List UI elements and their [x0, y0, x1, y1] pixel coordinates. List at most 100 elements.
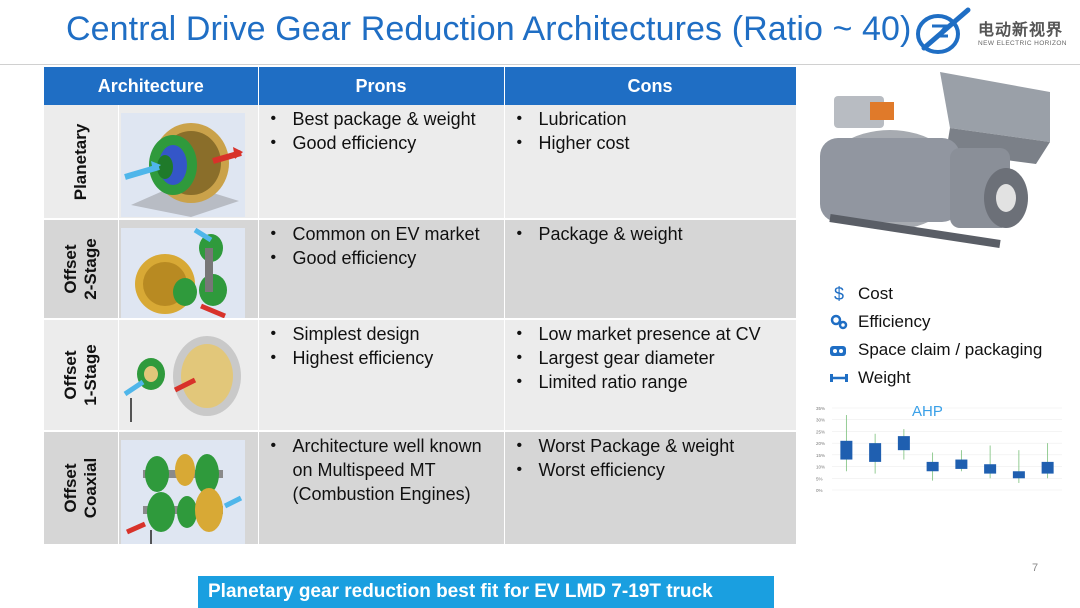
planetary-gear-illustration [120, 113, 245, 217]
y-tick-label: 0% [816, 488, 823, 493]
list-item: Good efficiency [267, 131, 496, 155]
pros-list: Common on EV market Good efficiency [259, 220, 504, 270]
row-image-cell [118, 105, 259, 220]
chart-title: AHP [912, 403, 943, 420]
y-tick-label: 5% [816, 476, 823, 481]
legend-item-cost: $ Cost [826, 280, 1076, 308]
cons-cell: Low market presence at CV Largest gear d… [504, 319, 797, 432]
legend-label: Efficiency [858, 312, 931, 331]
row-label-cell: Offset 2-Stage [44, 219, 119, 320]
logo: 电动新视界 NEW ELECTRIC HORIZON [912, 4, 1078, 62]
row-label: Offset Coaxial [61, 458, 101, 518]
row-label-cell: Offset Coaxial [44, 431, 119, 546]
box-mark [897, 436, 910, 451]
table-row-offset-coaxial: Offset Coaxial [44, 431, 797, 546]
header-pros: Prons [258, 67, 505, 105]
offset-1-stage-gear-illustration [120, 328, 245, 428]
motor-photo [800, 68, 1058, 264]
list-item: Lubrication [513, 107, 788, 131]
header-cons: Cons [504, 67, 797, 105]
box-mark [955, 459, 968, 469]
legend-item-efficiency: Efficiency [826, 308, 1076, 336]
logo-mark-icon [916, 7, 971, 54]
slide-title: Central Drive Gear Reduction Architectur… [66, 10, 912, 48]
cons-list: Package & weight [505, 220, 796, 246]
architecture-table: Architecture Prons Cons Planetary [44, 67, 797, 546]
y-tick-label: 20% [816, 441, 825, 446]
row-label: Offset 2-Stage [61, 238, 101, 299]
pros-cell: Architecture well known on Multispeed MT… [258, 431, 505, 546]
box-mark [926, 461, 939, 472]
list-item: Higher cost [513, 131, 788, 155]
table-header-row: Architecture Prons Cons [44, 67, 797, 105]
pros-cell: Best package & weight Good efficiency [258, 105, 505, 220]
cons-list: Lubrication Higher cost [505, 105, 796, 155]
cons-cell: Worst Package & weight Worst efficiency [504, 431, 797, 546]
gears-icon [826, 311, 852, 333]
box-icon [826, 339, 852, 361]
row-image-cell [118, 431, 259, 546]
pros-cell: Common on EV market Good efficiency [258, 219, 505, 320]
row-label-line1: Offset [60, 244, 80, 294]
row-label-line1: Offset [60, 350, 80, 400]
cons-cell: Lubrication Higher cost [504, 105, 797, 220]
row-label: Offset 1-Stage [61, 344, 101, 405]
row-label-line1: Offset [60, 463, 80, 513]
list-item: Limited ratio range [513, 370, 788, 394]
list-item: Good efficiency [267, 246, 496, 270]
list-item: Package & weight [513, 222, 788, 246]
y-tick-label: 15% [816, 453, 825, 458]
pros-list: Architecture well known on Multispeed MT… [259, 432, 504, 506]
row-label-line1: Planetary [70, 123, 90, 200]
logo-cn-text: 电动新视界 [978, 22, 1064, 39]
box-mark [1041, 461, 1054, 474]
list-item: Architecture well known on Multispeed MT… [267, 434, 496, 506]
row-label-line2: 2-Stage [80, 238, 100, 300]
table-row-offset-2-stage: Offset 2-Stage Co [44, 219, 797, 320]
cons-list: Low market presence at CV Largest gear d… [505, 320, 796, 394]
list-item: Best package & weight [267, 107, 496, 131]
offset-2-stage-gear-illustration [120, 228, 245, 318]
row-image-cell [118, 219, 259, 320]
row-label-line2: Coaxial [80, 457, 100, 519]
title-divider [0, 64, 1080, 65]
y-tick-label: 30% [816, 418, 825, 423]
header-architecture: Architecture [44, 67, 259, 105]
row-label-cell: Planetary [44, 105, 119, 220]
list-item: Simplest design [267, 322, 496, 346]
cons-cell: Package & weight [504, 219, 797, 320]
legend-label: Space claim / packaging [858, 340, 1043, 359]
box-mark [984, 464, 997, 474]
offset-coaxial-gear-illustration [120, 440, 245, 544]
y-tick-label: 10% [816, 465, 825, 470]
box-mark [869, 443, 882, 462]
table-row-offset-1-stage: Offset 1-Stage Simplest desi [44, 319, 797, 432]
logo-en-text: NEW ELECTRIC HORIZON [978, 40, 1067, 47]
pros-cell: Simplest design Highest efficiency [258, 319, 505, 432]
weight-arrow-icon [826, 367, 852, 389]
dollar-icon: $ [833, 283, 844, 304]
pros-list: Simplest design Highest efficiency [259, 320, 504, 370]
list-item: Largest gear diameter [513, 346, 788, 370]
pros-list: Best package & weight Good efficiency [259, 105, 504, 155]
row-label-cell: Offset 1-Stage [44, 319, 119, 432]
box-mark [1012, 471, 1025, 479]
y-tick-label: 25% [816, 429, 825, 434]
legend-item-weight: Weight [826, 364, 1076, 392]
row-label: Planetary [71, 123, 91, 200]
list-item: Common on EV market [267, 222, 496, 246]
ahp-box-chart: 35% 30% 25% 20% 15% 10% 5% 0% AHP [816, 403, 1062, 493]
cons-list: Worst Package & weight Worst efficiency [505, 432, 796, 482]
box-mark [840, 440, 853, 460]
list-item: Worst efficiency [513, 458, 788, 482]
list-item: Highest efficiency [267, 346, 496, 370]
y-tick-label: 35% [816, 406, 825, 411]
list-item: Low market presence at CV [513, 322, 788, 346]
legend-label: Cost [858, 284, 893, 303]
page-number: 7 [1032, 562, 1039, 574]
row-label-line2: 1-Stage [80, 344, 100, 406]
list-item: Worst Package & weight [513, 434, 788, 458]
row-image-cell [118, 319, 259, 432]
legend-label: Weight [858, 368, 911, 387]
legend-item-space: Space claim / packaging [826, 336, 1076, 364]
